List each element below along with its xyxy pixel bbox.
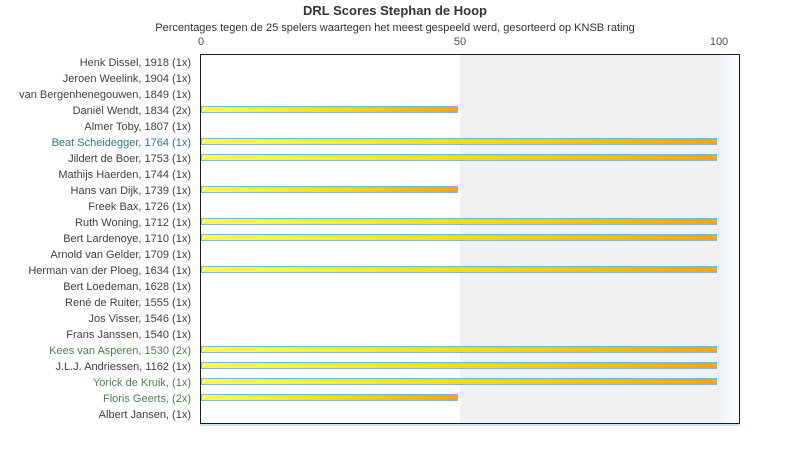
bar-row	[201, 247, 739, 263]
band-beyond-100	[719, 55, 739, 423]
bar	[201, 394, 458, 401]
chart-title: DRL Scores Stephan de Hoop	[303, 3, 487, 18]
player-label: Daniël Wendt, 1834 (2x)	[72, 105, 191, 117]
player-label: van Bergenhenegouwen, 1849 (1x)	[19, 89, 191, 101]
player-label: Almer Toby, 1807 (1x)	[84, 121, 191, 133]
bar-row	[201, 167, 739, 183]
player-label: Bert Lardenoye, 1710 (1x)	[63, 233, 191, 245]
player-label: Kees van Asperen, 1530 (2x)	[49, 345, 191, 357]
player-label: Herman van der Ploeg, 1634 (1x)	[28, 265, 191, 277]
player-label: Yorick de Kruik, (1x)	[92, 377, 191, 389]
player-label: Jildert de Boer, 1753 (1x)	[68, 153, 191, 165]
player-label: J.L.J. Andriessen, 1162 (1x)	[55, 361, 191, 373]
player-label: Frans Janssen, 1540 (1x)	[66, 329, 191, 341]
x-tick-label: 0	[197, 36, 205, 48]
bar-row	[201, 375, 739, 391]
x-tick-label: 50	[453, 36, 467, 48]
y-axis-labels: Henk Dissel, 1918 (1x) Jeroen Weelink, 19…	[0, 55, 196, 423]
bar	[201, 154, 717, 161]
player-label: Jeroen Weelink, 1904 (1x)	[62, 73, 191, 85]
bar-row	[201, 215, 739, 231]
bar-row	[201, 263, 739, 279]
bar-series	[201, 55, 739, 423]
player-label: Hans van Dijk, 1739 (1x)	[70, 185, 191, 197]
bar-row	[201, 199, 739, 215]
bar	[201, 218, 717, 225]
bar-row	[201, 55, 739, 71]
player-label: Albert Jansen, (1x)	[98, 409, 191, 421]
player-label: Beat Scheidegger, 1764 (1x)	[51, 137, 191, 149]
bar	[201, 266, 717, 273]
bar	[201, 234, 717, 241]
bar-row	[201, 183, 739, 199]
bar	[201, 186, 458, 193]
bar-row	[201, 327, 739, 343]
bar	[201, 378, 717, 385]
player-label: Jos Visser, 1546 (1x)	[88, 313, 191, 325]
bar-row	[201, 87, 739, 103]
bar	[201, 362, 717, 369]
bar-row	[201, 119, 739, 135]
player-label: Floris Geerts, (2x)	[102, 393, 191, 405]
bar-row	[201, 151, 739, 167]
bar-row	[201, 231, 739, 247]
x-axis: 0 50 100	[0, 36, 790, 51]
player-label: René de Ruiter, 1555 (1x)	[65, 297, 191, 309]
bar-row	[201, 295, 739, 311]
player-label: Bert Loedeman, 1628 (1x)	[63, 281, 191, 293]
bar-row	[201, 343, 739, 359]
player-label: Ruth Woning, 1712 (1x)	[75, 217, 191, 229]
bar-row	[201, 135, 739, 151]
x-tick-label: 100	[709, 36, 729, 48]
chart-subtitle: Percentages tegen de 25 spelers waartege…	[155, 22, 635, 34]
bar	[201, 346, 717, 353]
player-label: Henk Dissel, 1918 (1x)	[79, 57, 191, 69]
bar-row	[201, 103, 739, 119]
plot-area	[200, 54, 740, 424]
bar-row	[201, 311, 739, 327]
bar-row	[201, 71, 739, 87]
bar-row	[201, 407, 739, 423]
player-label: Arnold van Gelder, 1709 (1x)	[50, 249, 191, 261]
player-label: Freek Bax, 1726 (1x)	[88, 201, 191, 213]
bar-row	[201, 359, 739, 375]
player-label: Mathijs Haerden, 1744 (1x)	[58, 169, 191, 181]
bar-row	[201, 279, 739, 295]
bar-row	[201, 391, 739, 407]
bar	[201, 138, 717, 145]
bar	[201, 106, 458, 113]
